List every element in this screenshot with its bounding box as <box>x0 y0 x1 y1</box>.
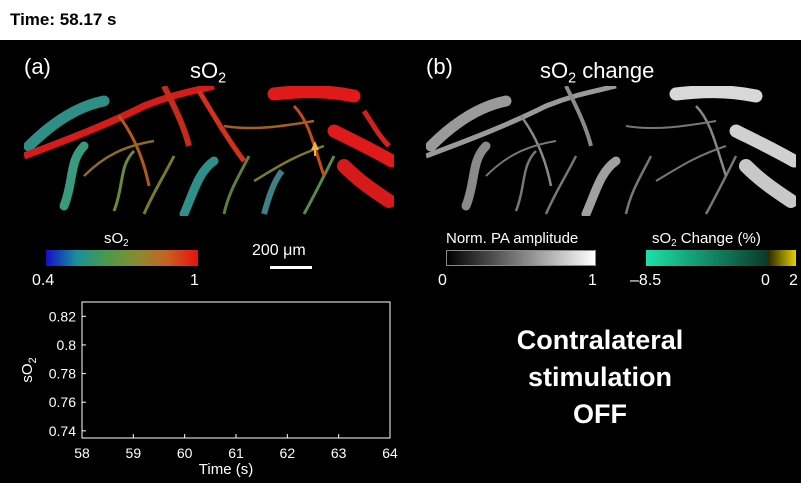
colorbar-change-mid: 0 <box>761 272 770 289</box>
colorbar-change-positive <box>768 250 796 266</box>
so2-vessel-map <box>24 86 394 216</box>
status-line-1: Contralateral <box>516 325 684 355</box>
scale-bar <box>270 266 312 269</box>
colorbar-so2-max: 1 <box>190 272 199 289</box>
panel-a-label: (a) <box>24 54 51 79</box>
colorbar-so2-min: 0.4 <box>32 272 55 289</box>
time-readout: Time: 58.17 s <box>10 10 117 29</box>
colorbar-change-label: sO2 Change (%) <box>652 230 761 249</box>
plot-frame <box>81 301 391 439</box>
colorbar-so2-label: sO2 <box>104 230 129 249</box>
colorbar-norm-label: Norm. PA amplitude <box>446 230 579 247</box>
x-tick-label: 60 <box>177 445 193 461</box>
x-tick-label: 61 <box>228 445 244 461</box>
panel-b-label: (b) <box>426 54 453 79</box>
so2-change-vessel-map <box>426 86 796 216</box>
panel-a-title: sO2 <box>190 58 227 87</box>
colorbar-norm-max: 1 <box>588 272 597 289</box>
y-tick-label: 0.74 <box>49 423 76 439</box>
x-tick-label: 58 <box>74 445 90 461</box>
y-tick-label: 0.76 <box>49 394 76 410</box>
y-tick-label: 0.8 <box>57 337 77 353</box>
x-tick-label: 59 <box>126 445 142 461</box>
x-tick-label: 63 <box>331 445 347 461</box>
colorbar-norm <box>446 250 596 266</box>
status-line-3: OFF <box>573 399 627 429</box>
colorbar-change-min: –8.5 <box>630 272 662 289</box>
stimulation-status: Contralateral stimulation OFF <box>470 322 730 433</box>
x-tick-label: 62 <box>280 445 296 461</box>
x-ticks: 58 59 60 61 62 63 64 <box>74 434 398 461</box>
colorbar-norm-min: 0 <box>438 272 447 289</box>
y-tick-label: 0.82 <box>49 308 76 324</box>
colorbar-change-negative <box>646 250 768 266</box>
y-tick-label: 0.78 <box>49 366 76 382</box>
y-ticks: 0.74 0.76 0.78 0.8 0.82 <box>49 308 86 439</box>
x-tick-label: 64 <box>382 445 398 461</box>
panel-b-title: sO2 change <box>540 58 655 87</box>
x-axis-label: Time (s) <box>199 461 253 478</box>
scale-bar-label: 200 μm <box>252 242 306 259</box>
header-bar <box>0 0 801 40</box>
colorbar-change-max: 2 <box>789 272 798 289</box>
colorbar-so2 <box>46 250 198 266</box>
status-line-2: stimulation <box>527 362 672 392</box>
so2-time-chart: 58 59 60 61 62 63 64 0.74 0.76 0.78 0.8 0.82 Time … <box>19 301 398 478</box>
y-axis-label: sO2 <box>19 357 39 382</box>
